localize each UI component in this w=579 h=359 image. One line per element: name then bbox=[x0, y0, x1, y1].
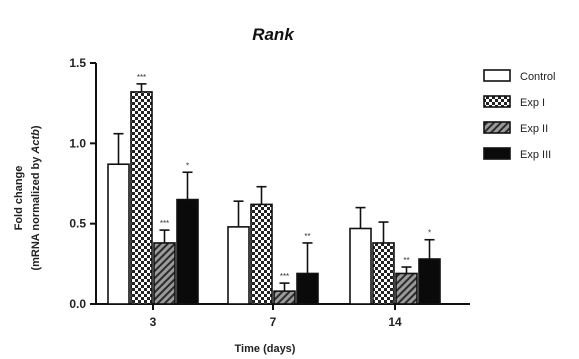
y-tick-label: 0.0 bbox=[69, 297, 86, 311]
significance-label: * bbox=[186, 161, 189, 170]
bar bbox=[176, 198, 199, 305]
y-axis-label-line2: (mRNA normalized by Actb) bbox=[30, 125, 42, 270]
legend-label: Exp II bbox=[520, 123, 548, 135]
bar bbox=[273, 290, 296, 305]
bar bbox=[296, 272, 319, 305]
y-tick-label: 1.5 bbox=[69, 56, 86, 70]
x-tick-label: 3 bbox=[150, 315, 157, 329]
significance-label: *** bbox=[137, 73, 146, 82]
legend-label: Exp III bbox=[520, 149, 551, 161]
bar bbox=[130, 91, 153, 305]
chart-title: Rank bbox=[252, 25, 295, 44]
bar bbox=[227, 226, 250, 305]
legend-swatch bbox=[483, 121, 511, 134]
significance-label: *** bbox=[160, 219, 169, 228]
bar bbox=[395, 272, 418, 305]
legend-swatch bbox=[483, 69, 511, 82]
y-tick-label: 0.5 bbox=[69, 217, 86, 231]
bar bbox=[372, 242, 395, 305]
legend-label: Exp I bbox=[520, 97, 545, 109]
legend-label: Control bbox=[520, 71, 555, 83]
bar bbox=[107, 163, 130, 305]
bar bbox=[153, 242, 176, 305]
y-tick-label: 1.0 bbox=[69, 136, 86, 150]
bars: ************** * bbox=[107, 73, 441, 305]
y-axis-label-line1: Fold change bbox=[13, 166, 25, 231]
significance-label: *** bbox=[280, 272, 289, 281]
bar bbox=[418, 258, 441, 305]
x-axis-label: Time (days) bbox=[235, 343, 296, 355]
x-tick-label: 14 bbox=[388, 315, 402, 329]
bar bbox=[349, 227, 372, 305]
bar bbox=[250, 203, 273, 305]
x-tick-label: 7 bbox=[270, 315, 277, 329]
legend-swatch bbox=[483, 95, 511, 108]
legend-swatch bbox=[483, 147, 511, 160]
significance-label: ** bbox=[304, 232, 310, 241]
legend: Control Exp I Exp II Exp III bbox=[483, 69, 555, 161]
significance-label: * bbox=[428, 229, 431, 238]
significance-label: ** bbox=[403, 256, 409, 265]
